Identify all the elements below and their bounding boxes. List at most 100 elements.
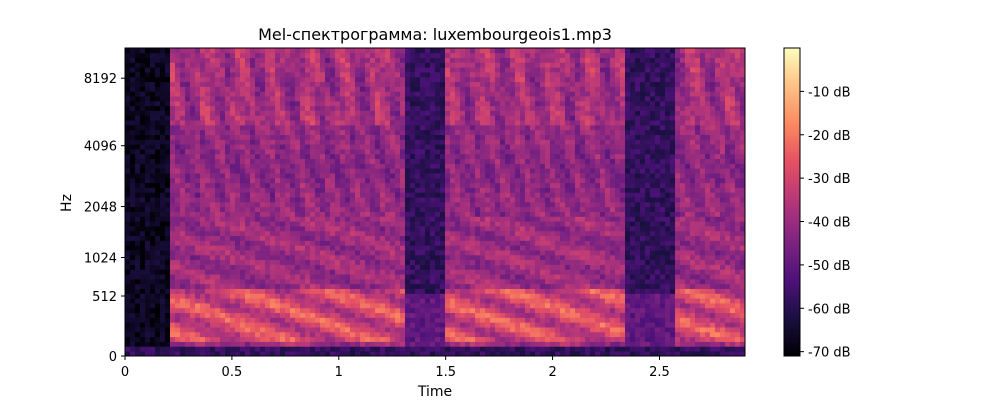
- heatmap-cell: [445, 125, 451, 131]
- heatmap-cell: [270, 158, 276, 164]
- heatmap-cell: [395, 139, 401, 145]
- heatmap-cell: [375, 76, 381, 83]
- heatmap-cell: [380, 221, 386, 227]
- heatmap-cell: [350, 303, 356, 309]
- heatmap-cell: [185, 230, 191, 237]
- heatmap-cell: [410, 327, 416, 333]
- heatmap-cell: [325, 115, 331, 121]
- heatmap-cell: [325, 86, 331, 92]
- heatmap-cell: [435, 91, 441, 97]
- heatmap-cell: [210, 187, 216, 193]
- heatmap-cell: [325, 250, 331, 256]
- heatmap-cell: [200, 173, 206, 179]
- heatmap-cell: [455, 115, 461, 121]
- heatmap-cell: [280, 312, 286, 318]
- heatmap-cell: [315, 298, 321, 304]
- heatmap-cell: [360, 163, 366, 169]
- heatmap-cell: [330, 264, 336, 270]
- heatmap-cell: [420, 149, 426, 155]
- heatmap-cell: [290, 96, 296, 102]
- heatmap-cell: [190, 48, 196, 54]
- heatmap-cell: [330, 129, 336, 135]
- heatmap-cell: [200, 264, 206, 270]
- heatmap-cell: [360, 187, 366, 193]
- heatmap-cell: [345, 211, 351, 217]
- heatmap-cell: [215, 177, 221, 184]
- heatmap-cell: [435, 254, 441, 261]
- heatmap-cell: [310, 187, 316, 193]
- heatmap-cell: [345, 192, 351, 198]
- heatmap-cell: [465, 158, 471, 164]
- heatmap-cell: [405, 149, 411, 155]
- heatmap-cell: [360, 125, 366, 131]
- heatmap-cell: [215, 269, 221, 275]
- heatmap-cell: [350, 149, 356, 155]
- heatmap-cell: [160, 72, 166, 78]
- heatmap-cell: [430, 125, 436, 131]
- heatmap-cell: [315, 153, 321, 160]
- heatmap-cell: [360, 202, 366, 208]
- heatmap-cell: [155, 336, 161, 342]
- heatmap-cell: [330, 245, 336, 251]
- heatmap-cell: [270, 86, 276, 92]
- heatmap-cell: [330, 221, 336, 227]
- heatmap-cell: [150, 279, 156, 285]
- heatmap-cell: [265, 48, 271, 54]
- heatmap-cell: [215, 139, 221, 145]
- heatmap-cell: [380, 48, 386, 54]
- heatmap-cell: [480, 206, 486, 212]
- heatmap-cell: [485, 144, 491, 150]
- heatmap-cell: [505, 240, 511, 246]
- heatmap-cell: [215, 149, 221, 155]
- heatmap-cell: [500, 182, 506, 188]
- heatmap-cell: [360, 346, 366, 352]
- heatmap-cell: [200, 202, 206, 208]
- heatmap-cell: [445, 120, 451, 126]
- heatmap-cell: [350, 283, 356, 289]
- heatmap-cell: [430, 331, 436, 338]
- heatmap-cell: [420, 341, 426, 347]
- heatmap-cell: [180, 206, 186, 212]
- heatmap-cell: [295, 331, 301, 338]
- heatmap-cell: [315, 168, 321, 174]
- heatmap-cell: [300, 221, 306, 227]
- heatmap-cell: [295, 211, 301, 217]
- heatmap-cell: [380, 149, 386, 155]
- heatmap-cell: [420, 264, 426, 270]
- heatmap-cell: [465, 230, 471, 237]
- heatmap-cell: [365, 245, 371, 251]
- heatmap-cell: [505, 67, 511, 73]
- heatmap-cell: [350, 336, 356, 342]
- heatmap-cell: [490, 192, 496, 198]
- heatmap-cell: [295, 293, 301, 299]
- heatmap-cell: [295, 288, 301, 294]
- heatmap-cell: [190, 245, 196, 251]
- heatmap-cell: [500, 240, 506, 246]
- heatmap-cell: [130, 322, 136, 328]
- heatmap-cell: [340, 86, 346, 92]
- heatmap-cell: [185, 67, 191, 73]
- heatmap-cell: [170, 254, 176, 261]
- heatmap-cell: [215, 274, 221, 280]
- heatmap-cell: [375, 134, 381, 140]
- heatmap-cell: [325, 134, 331, 140]
- heatmap-cell: [245, 279, 251, 285]
- heatmap-cell: [180, 62, 186, 68]
- heatmap-cell: [470, 110, 476, 116]
- heatmap-cell: [155, 52, 161, 58]
- heatmap-cell: [460, 202, 466, 208]
- heatmap-cell: [145, 240, 151, 246]
- heatmap-cell: [335, 110, 341, 116]
- heatmap-cell: [135, 81, 141, 87]
- heatmap-cell: [460, 163, 466, 169]
- heatmap-cell: [250, 206, 256, 212]
- heatmap-cell: [490, 336, 496, 342]
- heatmap-cell: [375, 279, 381, 285]
- heatmap-cell: [465, 105, 471, 111]
- heatmap-cell: [380, 139, 386, 145]
- heatmap-cell: [360, 312, 366, 318]
- heatmap-cell: [215, 48, 221, 54]
- heatmap-cell: [370, 317, 376, 323]
- heatmap-cell: [200, 120, 206, 126]
- heatmap-cell: [425, 317, 431, 323]
